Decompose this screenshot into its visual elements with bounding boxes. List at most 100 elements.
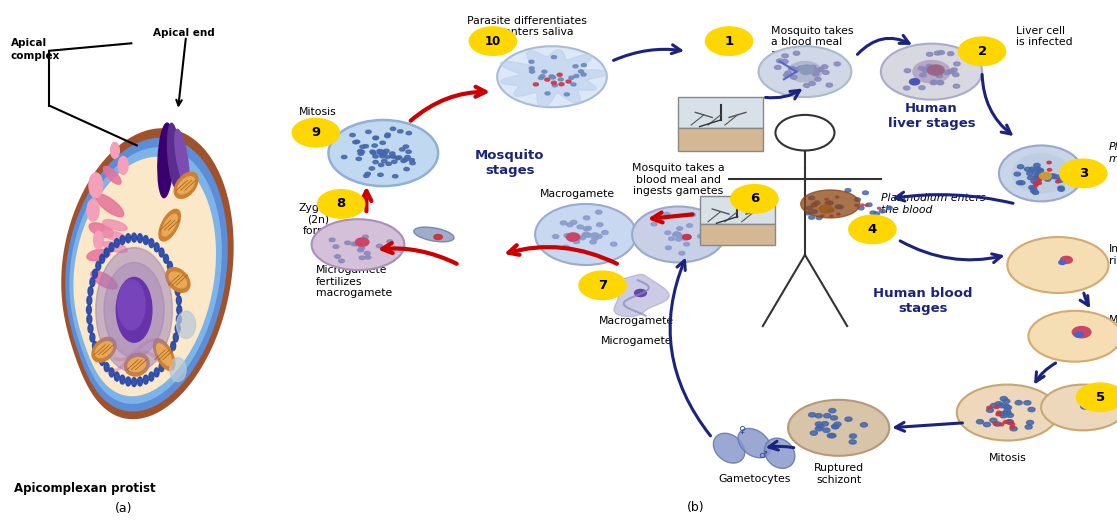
Circle shape <box>342 155 347 158</box>
Circle shape <box>821 65 828 69</box>
Circle shape <box>159 363 164 372</box>
Circle shape <box>1044 175 1051 179</box>
Circle shape <box>809 82 815 85</box>
Circle shape <box>433 234 442 240</box>
Circle shape <box>581 64 586 67</box>
Circle shape <box>1028 408 1035 412</box>
Ellipse shape <box>1012 153 1070 194</box>
Circle shape <box>674 232 679 235</box>
Circle shape <box>809 196 814 200</box>
Circle shape <box>1033 175 1040 179</box>
Circle shape <box>143 375 149 384</box>
Circle shape <box>822 70 829 74</box>
Circle shape <box>958 37 1005 66</box>
Circle shape <box>680 235 686 239</box>
Circle shape <box>611 242 617 246</box>
Circle shape <box>159 248 164 257</box>
Circle shape <box>88 324 93 333</box>
Circle shape <box>99 254 105 263</box>
Circle shape <box>937 81 944 85</box>
Circle shape <box>533 83 538 86</box>
Circle shape <box>579 70 583 73</box>
Circle shape <box>828 208 833 211</box>
Circle shape <box>936 66 943 70</box>
Circle shape <box>109 368 114 377</box>
Circle shape <box>114 238 120 248</box>
Circle shape <box>829 434 836 438</box>
Circle shape <box>926 66 933 70</box>
Circle shape <box>1082 399 1098 408</box>
Circle shape <box>849 215 896 244</box>
Ellipse shape <box>87 249 111 261</box>
Circle shape <box>163 357 169 365</box>
Circle shape <box>1031 189 1038 193</box>
Circle shape <box>1014 172 1021 176</box>
Circle shape <box>1038 179 1042 181</box>
Circle shape <box>569 236 575 240</box>
Circle shape <box>397 156 402 159</box>
Circle shape <box>1009 421 1013 424</box>
Circle shape <box>785 71 791 75</box>
Circle shape <box>1000 396 1008 401</box>
Text: Human blood
stages: Human blood stages <box>873 287 973 315</box>
Circle shape <box>548 75 554 78</box>
Circle shape <box>1006 420 1013 424</box>
Ellipse shape <box>103 242 127 252</box>
Circle shape <box>360 145 365 148</box>
Circle shape <box>904 69 910 73</box>
Circle shape <box>378 173 383 176</box>
Circle shape <box>405 150 411 153</box>
Circle shape <box>118 156 128 174</box>
Circle shape <box>96 261 101 270</box>
Circle shape <box>371 151 376 154</box>
Circle shape <box>1038 175 1042 178</box>
Circle shape <box>96 349 101 358</box>
Circle shape <box>137 377 143 386</box>
Circle shape <box>380 155 385 158</box>
Circle shape <box>870 211 876 215</box>
Circle shape <box>918 66 925 70</box>
Circle shape <box>1056 180 1060 183</box>
Circle shape <box>529 70 535 73</box>
Circle shape <box>1032 169 1039 173</box>
Circle shape <box>1051 175 1057 179</box>
Circle shape <box>817 425 824 429</box>
Circle shape <box>400 148 405 151</box>
Circle shape <box>137 234 143 243</box>
Circle shape <box>372 144 378 147</box>
Text: Macrogamete: Macrogamete <box>599 316 674 326</box>
Circle shape <box>149 372 154 381</box>
Circle shape <box>398 130 403 133</box>
Circle shape <box>583 227 590 231</box>
Circle shape <box>385 133 391 136</box>
Text: Gametocytes: Gametocytes <box>718 474 791 483</box>
Circle shape <box>1040 173 1044 176</box>
Text: 3: 3 <box>1079 167 1088 180</box>
FancyBboxPatch shape <box>678 128 763 151</box>
Ellipse shape <box>104 166 121 184</box>
Circle shape <box>333 245 338 249</box>
Circle shape <box>689 213 695 217</box>
Circle shape <box>360 151 364 154</box>
Circle shape <box>676 234 681 237</box>
Text: Ruptured
schizont: Ruptured schizont <box>813 463 863 485</box>
Circle shape <box>994 422 1001 426</box>
Circle shape <box>951 68 957 72</box>
Circle shape <box>811 210 818 214</box>
Circle shape <box>810 431 818 435</box>
Text: Plasmodium
multiplies: Plasmodium multiplies <box>1108 142 1117 164</box>
Circle shape <box>104 248 109 257</box>
Circle shape <box>983 422 991 427</box>
Circle shape <box>574 74 579 77</box>
Circle shape <box>930 81 937 85</box>
Circle shape <box>569 76 574 80</box>
Circle shape <box>993 422 997 425</box>
Ellipse shape <box>497 46 607 107</box>
Circle shape <box>117 280 145 330</box>
Circle shape <box>545 78 550 81</box>
Circle shape <box>364 251 370 255</box>
Polygon shape <box>614 275 669 316</box>
Circle shape <box>930 80 937 84</box>
Circle shape <box>154 243 159 252</box>
Circle shape <box>811 203 818 207</box>
